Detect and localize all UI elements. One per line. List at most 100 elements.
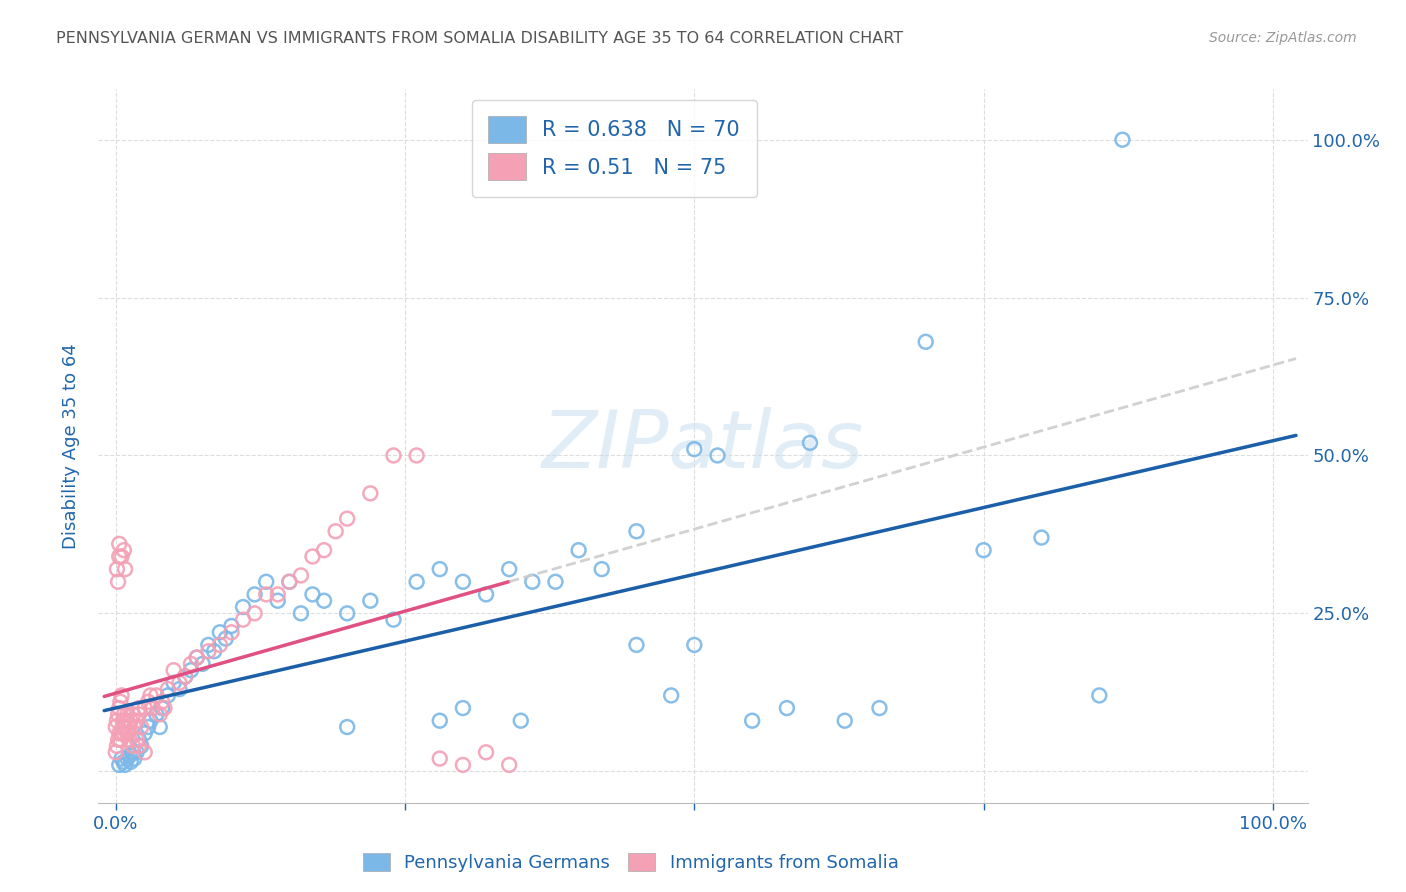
Point — [110, 549, 132, 564]
Point — [128, 707, 150, 722]
Point — [124, 751, 146, 765]
Point — [405, 449, 427, 463]
Point — [162, 675, 184, 690]
Point — [150, 701, 173, 715]
Point — [336, 511, 359, 525]
Point — [451, 758, 474, 772]
Point — [191, 657, 214, 671]
Point — [124, 720, 146, 734]
Point — [914, 334, 936, 349]
Point — [683, 638, 706, 652]
Point — [278, 574, 301, 589]
Point — [325, 524, 347, 539]
Point — [776, 701, 799, 715]
Point — [312, 543, 335, 558]
Point — [115, 714, 138, 728]
Point — [429, 751, 451, 765]
Point — [451, 574, 474, 589]
Point — [142, 701, 165, 715]
Point — [186, 650, 208, 665]
Point — [208, 625, 231, 640]
Point — [110, 732, 132, 747]
Y-axis label: Disability Age 35 to 64: Disability Age 35 to 64 — [62, 343, 80, 549]
Point — [114, 562, 136, 576]
Point — [118, 748, 141, 763]
Point — [869, 701, 891, 715]
Point — [174, 669, 197, 683]
Point — [382, 613, 405, 627]
Point — [174, 669, 197, 683]
Point — [301, 587, 323, 601]
Point — [312, 593, 335, 607]
Point — [1111, 133, 1133, 147]
Point — [120, 755, 142, 769]
Point — [451, 701, 474, 715]
Point — [145, 689, 167, 703]
Point — [125, 714, 148, 728]
Point — [107, 732, 129, 747]
Point — [186, 650, 208, 665]
Point — [129, 739, 152, 753]
Point — [112, 726, 135, 740]
Point — [1088, 689, 1111, 703]
Point — [136, 720, 159, 734]
Point — [208, 638, 231, 652]
Text: ZIPatlas: ZIPatlas — [541, 407, 865, 485]
Point — [498, 562, 520, 576]
Point — [591, 562, 613, 576]
Point — [110, 689, 132, 703]
Point — [112, 543, 135, 558]
Point — [108, 726, 131, 740]
Point — [105, 739, 128, 753]
Point — [169, 682, 191, 697]
Point — [1031, 531, 1053, 545]
Point — [568, 543, 591, 558]
Point — [128, 739, 150, 753]
Point — [107, 707, 129, 722]
Point — [111, 714, 134, 728]
Point — [180, 663, 202, 677]
Point — [114, 758, 136, 772]
Point — [104, 745, 127, 759]
Point — [243, 607, 266, 621]
Point — [382, 449, 405, 463]
Point — [169, 675, 191, 690]
Point — [290, 568, 312, 582]
Point — [117, 751, 139, 765]
Point — [108, 758, 131, 772]
Point — [153, 701, 176, 715]
Point — [108, 701, 131, 715]
Point — [475, 745, 498, 759]
Point — [150, 695, 173, 709]
Point — [522, 574, 544, 589]
Point — [134, 726, 156, 740]
Point — [544, 574, 567, 589]
Point — [799, 435, 821, 450]
Point — [122, 707, 145, 722]
Point — [180, 657, 202, 671]
Point — [117, 726, 139, 740]
Point — [110, 695, 132, 709]
Point — [215, 632, 238, 646]
Point — [197, 638, 219, 652]
Point — [659, 689, 682, 703]
Point — [254, 574, 277, 589]
Point — [509, 714, 531, 728]
Point — [149, 720, 172, 734]
Point — [122, 745, 145, 759]
Point — [134, 701, 156, 715]
Point — [128, 701, 150, 715]
Point — [162, 663, 184, 677]
Point — [232, 613, 254, 627]
Point — [139, 689, 162, 703]
Point — [278, 574, 301, 589]
Point — [359, 593, 381, 607]
Text: PENNSYLVANIA GERMAN VS IMMIGRANTS FROM SOMALIA DISABILITY AGE 35 TO 64 CORRELATI: PENNSYLVANIA GERMAN VS IMMIGRANTS FROM S… — [56, 31, 904, 46]
Text: Source: ZipAtlas.com: Source: ZipAtlas.com — [1209, 31, 1357, 45]
Point — [626, 638, 648, 652]
Point — [118, 720, 141, 734]
Point — [120, 714, 142, 728]
Point — [105, 714, 128, 728]
Legend: Pennsylvania Germans, Immigrants from Somalia: Pennsylvania Germans, Immigrants from So… — [356, 846, 905, 880]
Point — [107, 574, 129, 589]
